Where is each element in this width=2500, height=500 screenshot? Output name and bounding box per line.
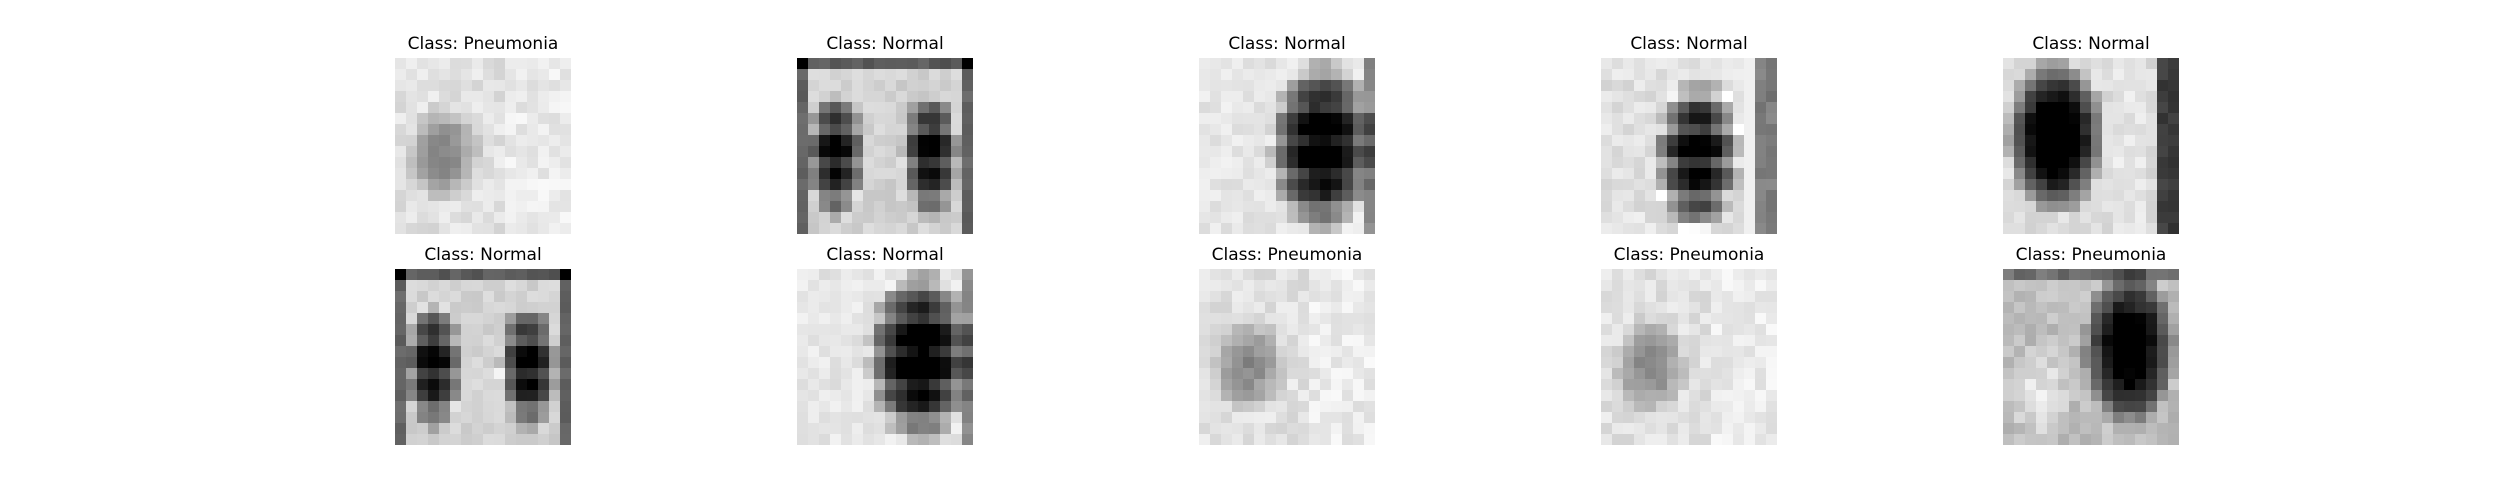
panel-title: Class: Normal <box>2032 34 2150 54</box>
chest-xray-thumbnail <box>1601 58 1777 234</box>
chest-xray-thumbnail <box>1601 269 1777 445</box>
panel-title: Class: Pneumonia <box>1211 245 1363 265</box>
panel-title: Class: Pneumonia <box>2015 245 2167 265</box>
panel-title: Class: Pneumonia <box>1613 245 1765 265</box>
chest-xray-thumbnail <box>1199 269 1375 445</box>
chest-xray-thumbnail <box>2003 58 2179 234</box>
panel-title: Class: Normal <box>424 245 542 265</box>
panel-title: Class: Normal <box>826 245 944 265</box>
panel-title: Class: Normal <box>1630 34 1748 54</box>
chest-xray-thumbnail <box>1199 58 1375 234</box>
chest-xray-thumbnail <box>797 58 973 234</box>
panel-title: Class: Pneumonia <box>407 34 559 54</box>
chest-xray-thumbnail <box>797 269 973 445</box>
panel-title: Class: Normal <box>826 34 944 54</box>
panel-title: Class: Normal <box>1228 34 1346 54</box>
chest-xray-thumbnail <box>395 58 571 234</box>
chest-xray-thumbnail <box>2003 269 2179 445</box>
chest-xray-thumbnail <box>395 269 571 445</box>
